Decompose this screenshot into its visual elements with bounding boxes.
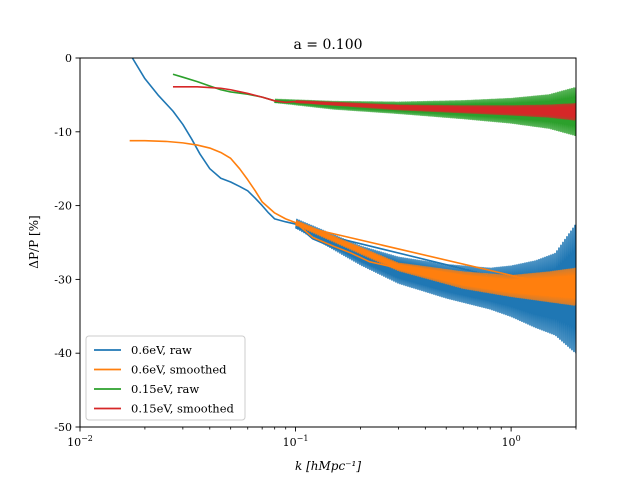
y-tick-label: -50 <box>54 421 72 434</box>
series-line-2 <box>129 139 576 306</box>
y-tick-label: 0 <box>65 52 72 65</box>
legend-label: 0.6eV, raw <box>131 343 192 357</box>
x-tick-label: 10−1 <box>283 434 309 449</box>
chart-title: a = 0.100 <box>293 37 362 53</box>
x-axis-label: k [hMpc⁻¹] <box>295 459 361 473</box>
plot-frame <box>79 57 577 428</box>
y-tick-label: -40 <box>54 347 72 360</box>
series-line-4 <box>172 85 576 121</box>
x-axis-ticks: 10−2 10−1 100 <box>67 427 577 449</box>
legend: 0.6eV, raw 0.6eV, smoothed 0.15eV, raw 0.15… <box>85 335 246 421</box>
x-tick-label: 100 <box>502 434 521 449</box>
series-layer <box>129 58 576 354</box>
legend-box <box>85 335 246 421</box>
legend-label: 0.15eV, raw <box>131 382 199 396</box>
series-2 <box>129 139 576 306</box>
y-axis-label: ΔP/P [%] <box>27 215 41 268</box>
y-tick-label: -10 <box>54 126 72 139</box>
legend-label: 0.6eV, smoothed <box>131 363 227 377</box>
legend-label: 0.15eV, smoothed <box>131 402 235 416</box>
x-tick-label: 10−2 <box>67 434 93 449</box>
y-tick-label: -30 <box>54 273 72 286</box>
series-4 <box>172 85 576 121</box>
y-axis-ticks: 0 -10 -20 -30 -40 -50 <box>54 52 80 434</box>
y-tick-label: -20 <box>54 200 72 213</box>
